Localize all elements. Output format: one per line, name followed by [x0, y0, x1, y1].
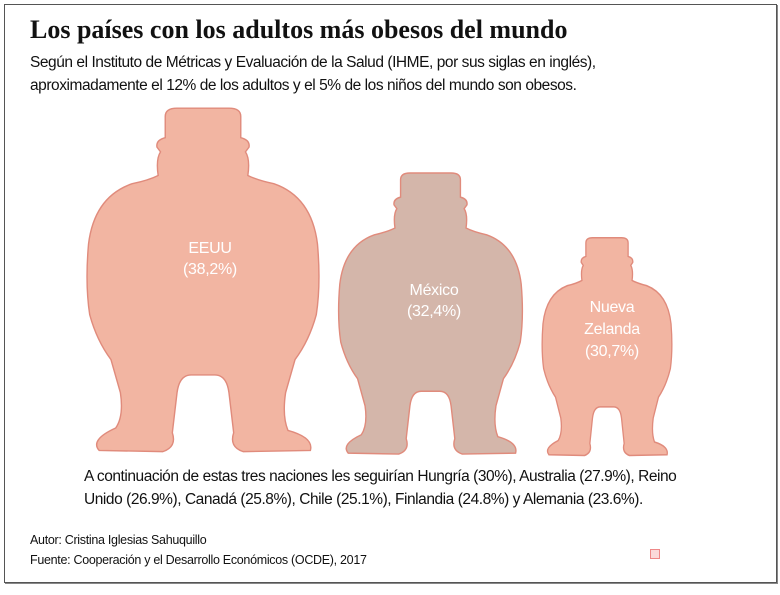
- label-mexico-name: México: [409, 282, 459, 299]
- label-nueva-zelanda: Nueva Zelanda (30,7%): [562, 297, 662, 363]
- page-title: Los países con los adultos más obesos de…: [30, 15, 568, 44]
- label-eeuu-value: (38,2%): [183, 261, 237, 278]
- label-nz-value: (30,7%): [585, 343, 639, 360]
- footnote-line-2: Unido (26.9%), Canadá (25.8%), Chile (25…: [84, 491, 643, 508]
- subtitle-line-2: aproximadamente el 12% de los adultos y …: [30, 77, 577, 94]
- footnote-line-1: A continuación de estas tres naciones le…: [84, 468, 677, 485]
- label-nz-name-1: Nueva: [589, 299, 635, 316]
- label-eeuu: EEUU (38,2%): [160, 238, 260, 280]
- label-nz-name-2: Zelanda: [584, 321, 640, 338]
- label-mexico: México (32,4%): [384, 280, 484, 322]
- expand-icon[interactable]: [650, 549, 660, 559]
- author-credit: Autor: Cristina Iglesias Sahuquillo: [30, 533, 207, 547]
- figure-eeuu: [85, 107, 321, 453]
- infographic-frame: [4, 4, 777, 583]
- label-eeuu-name: EEUU: [188, 240, 232, 257]
- subtitle-line-1: Según el Instituto de Métricas y Evaluac…: [30, 54, 596, 71]
- source-credit: Fuente: Cooperación y el Desarrollo Econ…: [30, 553, 367, 567]
- label-mexico-value: (32,4%): [407, 303, 461, 320]
